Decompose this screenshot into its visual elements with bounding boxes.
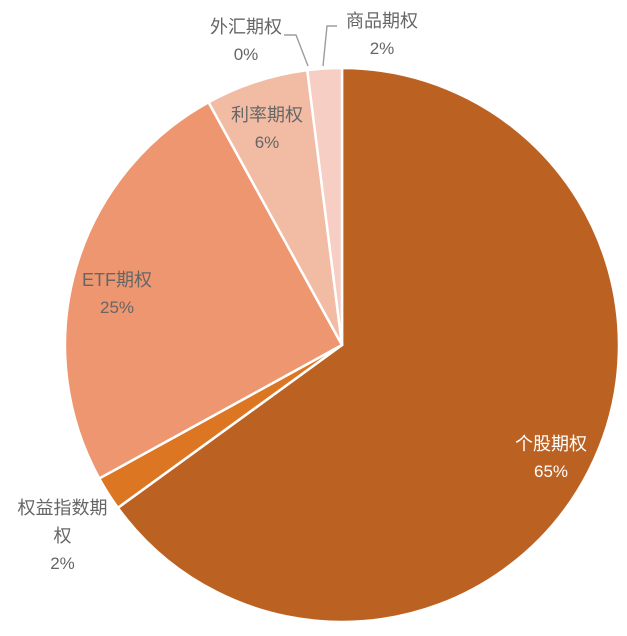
leader-lines <box>284 25 337 67</box>
pie-slice-etf-options <box>63 101 344 480</box>
pie-slice-commodity-options <box>306 66 344 347</box>
leader-line-fx-options <box>284 34 309 67</box>
leader-line-commodity-options <box>322 25 337 67</box>
pie-slice-stock-options <box>116 66 621 624</box>
pie-slices <box>63 66 621 624</box>
